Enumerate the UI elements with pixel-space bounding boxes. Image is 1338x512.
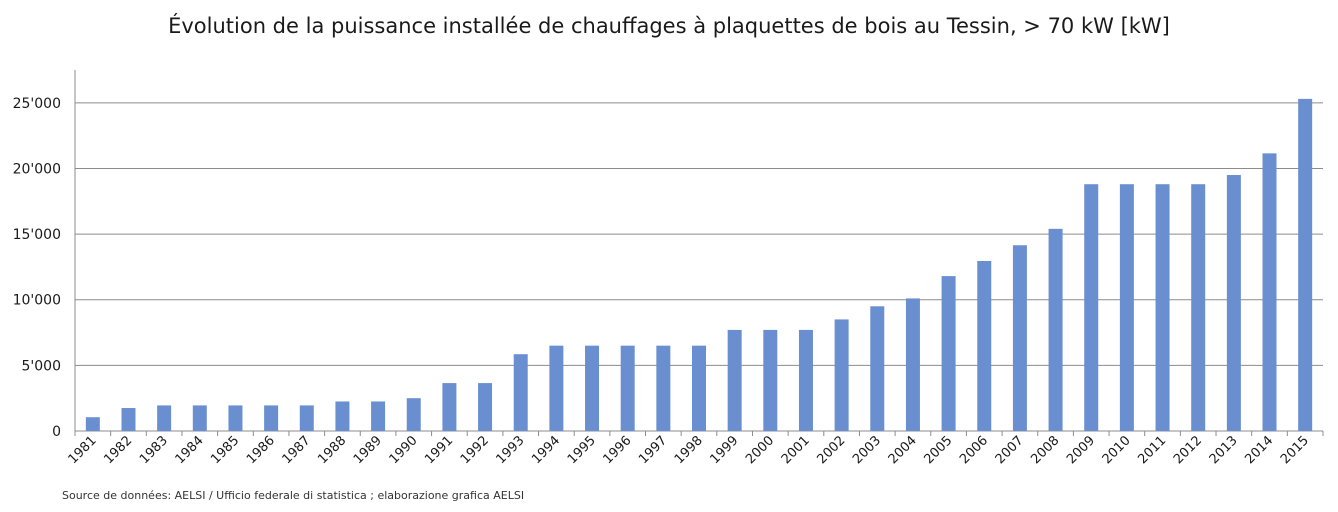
bar — [727, 329, 742, 431]
x-tick-label: 2006 — [957, 433, 991, 467]
x-tick-label: 2005 — [921, 433, 955, 467]
bar — [335, 401, 350, 431]
bar — [585, 345, 600, 431]
y-tick-label: 20'000 — [13, 161, 61, 177]
bar — [1191, 184, 1206, 431]
bar — [977, 261, 992, 431]
x-tick-label: 1996 — [601, 433, 635, 467]
x-tick-label: 1988 — [315, 433, 349, 467]
x-tick-label: 1987 — [280, 433, 314, 467]
bar — [620, 345, 635, 431]
x-tick-label: 1999 — [707, 433, 741, 467]
x-tick-label: 1982 — [101, 433, 135, 467]
bar — [549, 345, 564, 431]
y-tick-label: 10'000 — [13, 293, 61, 309]
x-tick-label: 1992 — [458, 433, 492, 467]
x-tick-label: 2007 — [993, 433, 1027, 467]
bar — [656, 345, 671, 431]
bar — [264, 405, 279, 431]
x-tick-label: 1981 — [66, 433, 100, 467]
bar — [121, 408, 136, 431]
x-tick-label: 2001 — [779, 433, 813, 467]
y-tick-label: 5'000 — [22, 358, 61, 374]
bar — [763, 329, 778, 431]
bar — [1155, 184, 1170, 431]
x-tick-label: 1983 — [137, 433, 171, 467]
bar — [371, 401, 386, 431]
x-tick-label: 2009 — [1064, 433, 1098, 467]
bar — [192, 405, 207, 431]
x-tick-label: 1994 — [529, 433, 563, 467]
x-tick-label: 1985 — [208, 433, 242, 467]
x-tick-label: 2002 — [814, 433, 848, 467]
bar — [692, 345, 706, 431]
bar — [798, 329, 813, 431]
x-tick-label: 2003 — [850, 433, 884, 467]
bar — [406, 398, 421, 431]
x-tick-label: 1993 — [494, 433, 528, 467]
bar — [1012, 245, 1027, 431]
bar — [870, 306, 885, 431]
x-tick-label: 1984 — [173, 433, 207, 467]
bar — [834, 319, 849, 431]
x-tick-label: 2004 — [886, 433, 920, 467]
x-tick-label: 2012 — [1171, 433, 1205, 467]
x-tick-label: 2008 — [1028, 433, 1062, 467]
bar — [299, 405, 314, 431]
x-tick-label: 2011 — [1135, 433, 1169, 467]
bar — [85, 417, 100, 431]
bar — [1084, 184, 1099, 431]
bar — [1226, 175, 1241, 431]
x-tick-label: 2000 — [743, 433, 777, 467]
bar — [157, 405, 172, 431]
x-tick-label: 1989 — [351, 433, 385, 467]
bar — [478, 383, 493, 431]
bar — [1048, 228, 1063, 431]
bar — [941, 276, 956, 431]
bar — [1298, 98, 1313, 431]
x-tick-label: 1986 — [244, 433, 278, 467]
y-tick-label: 15'000 — [13, 227, 61, 243]
x-tick-label: 2013 — [1207, 433, 1241, 467]
x-tick-label: 1991 — [422, 433, 456, 467]
bar — [1119, 184, 1134, 431]
x-tick-label: 1997 — [636, 433, 670, 467]
x-tick-label: 2010 — [1100, 433, 1134, 467]
bar — [228, 405, 243, 431]
x-tick-label: 2014 — [1242, 433, 1276, 467]
y-tick-label: 0 — [52, 424, 61, 440]
bar — [1262, 153, 1277, 431]
y-tick-label: 25'000 — [13, 96, 61, 112]
bar — [905, 298, 920, 431]
x-tick-label: 2015 — [1278, 433, 1312, 467]
bar — [513, 354, 528, 431]
bar — [442, 383, 457, 431]
x-tick-label: 1990 — [387, 433, 421, 467]
source-note: Source de données: AELSI / Ufficio feder… — [62, 489, 525, 502]
x-tick-label: 1995 — [565, 433, 599, 467]
chart-title: Évolution de la puissance installée de c… — [168, 14, 1170, 38]
x-tick-label: 1998 — [672, 433, 706, 467]
